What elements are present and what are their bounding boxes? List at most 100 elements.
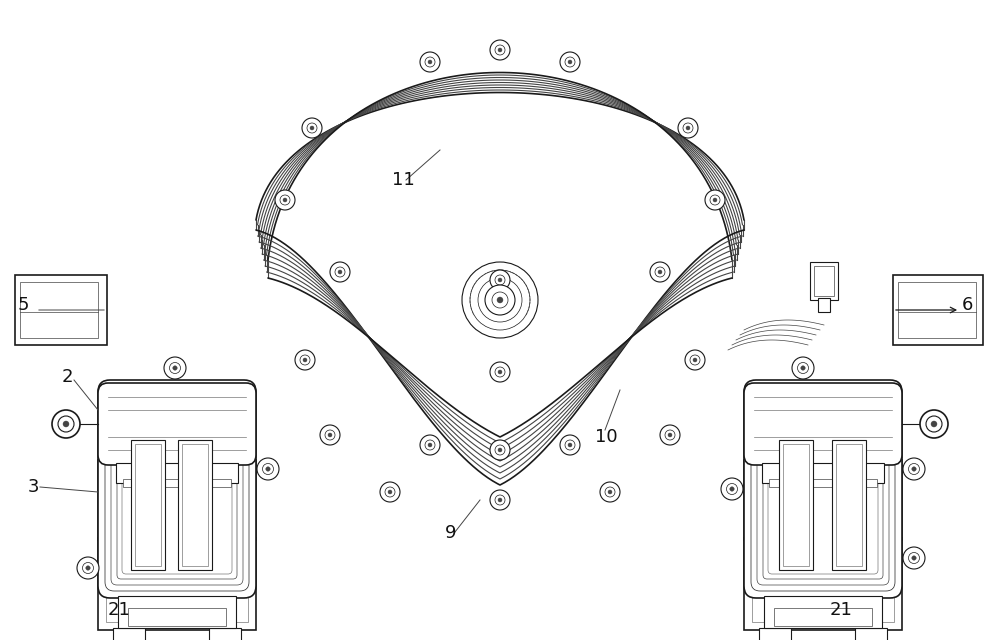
Circle shape (428, 443, 432, 447)
Circle shape (320, 425, 340, 445)
Bar (783, 444, 809, 566)
Text: 5: 5 (18, 296, 30, 314)
Bar (752, 468, 894, 532)
Text: 9: 9 (445, 524, 456, 542)
Text: 3: 3 (28, 478, 40, 496)
Circle shape (497, 297, 503, 303)
Circle shape (658, 270, 662, 274)
Circle shape (338, 270, 342, 274)
Bar (209, 628, 241, 640)
Bar (106, 546, 248, 622)
Circle shape (257, 458, 279, 480)
Circle shape (266, 467, 270, 471)
Circle shape (52, 410, 80, 438)
Bar (113, 628, 145, 640)
Bar (814, 266, 834, 296)
Circle shape (560, 52, 580, 72)
Bar (744, 538, 902, 630)
Circle shape (686, 126, 690, 130)
Circle shape (730, 487, 734, 492)
Bar (832, 440, 866, 570)
Circle shape (678, 118, 698, 138)
Circle shape (685, 350, 705, 370)
Bar (898, 282, 976, 338)
Circle shape (721, 478, 743, 500)
Circle shape (608, 490, 612, 494)
Bar (764, 596, 882, 628)
Circle shape (560, 435, 580, 455)
Bar (98, 538, 256, 630)
Bar (178, 440, 212, 570)
Circle shape (668, 433, 672, 437)
Circle shape (490, 440, 510, 460)
Text: 11: 11 (392, 171, 415, 189)
Circle shape (912, 467, 916, 471)
Circle shape (420, 435, 440, 455)
Circle shape (388, 490, 392, 494)
Circle shape (428, 60, 432, 64)
Bar (818, 298, 830, 312)
FancyBboxPatch shape (98, 380, 256, 598)
Circle shape (650, 262, 670, 282)
Bar (116, 463, 238, 483)
Circle shape (164, 357, 186, 379)
Bar (20, 282, 98, 338)
Bar (182, 444, 208, 566)
Text: 21: 21 (108, 601, 131, 619)
FancyBboxPatch shape (98, 383, 256, 465)
Bar (855, 628, 887, 640)
Circle shape (490, 362, 510, 382)
Bar (836, 444, 862, 566)
Circle shape (328, 433, 332, 437)
Circle shape (310, 126, 314, 130)
FancyBboxPatch shape (744, 383, 902, 465)
Circle shape (86, 566, 90, 570)
Bar (762, 463, 884, 483)
Circle shape (912, 556, 916, 560)
Circle shape (485, 285, 515, 315)
Text: 21: 21 (830, 601, 853, 619)
Bar (106, 468, 248, 532)
Bar (118, 596, 236, 628)
Circle shape (903, 547, 925, 569)
Bar (135, 444, 161, 566)
Circle shape (568, 60, 572, 64)
Circle shape (283, 198, 287, 202)
Circle shape (498, 498, 502, 502)
Circle shape (380, 482, 400, 502)
Bar (98, 460, 256, 540)
Bar (15, 275, 107, 345)
Circle shape (660, 425, 680, 445)
Circle shape (490, 270, 510, 290)
Bar (774, 608, 872, 626)
Circle shape (903, 458, 925, 480)
Circle shape (498, 48, 502, 52)
Circle shape (920, 410, 948, 438)
Bar (810, 262, 838, 300)
Circle shape (693, 358, 697, 362)
Circle shape (498, 370, 502, 374)
Circle shape (600, 482, 620, 502)
Circle shape (490, 40, 510, 60)
Circle shape (420, 52, 440, 72)
Circle shape (63, 421, 69, 427)
Circle shape (801, 366, 805, 370)
FancyBboxPatch shape (744, 380, 902, 598)
Circle shape (275, 190, 295, 210)
Circle shape (713, 198, 717, 202)
Bar (779, 440, 813, 570)
Circle shape (792, 357, 814, 379)
Text: 2: 2 (62, 368, 74, 386)
Circle shape (77, 557, 99, 579)
Bar (759, 628, 791, 640)
Bar (128, 608, 226, 626)
Bar (893, 275, 983, 345)
Circle shape (498, 278, 502, 282)
Bar (752, 546, 894, 622)
Circle shape (303, 358, 307, 362)
Circle shape (498, 448, 502, 452)
Bar (123, 479, 231, 487)
Circle shape (490, 490, 510, 510)
Circle shape (931, 421, 937, 427)
Circle shape (295, 350, 315, 370)
